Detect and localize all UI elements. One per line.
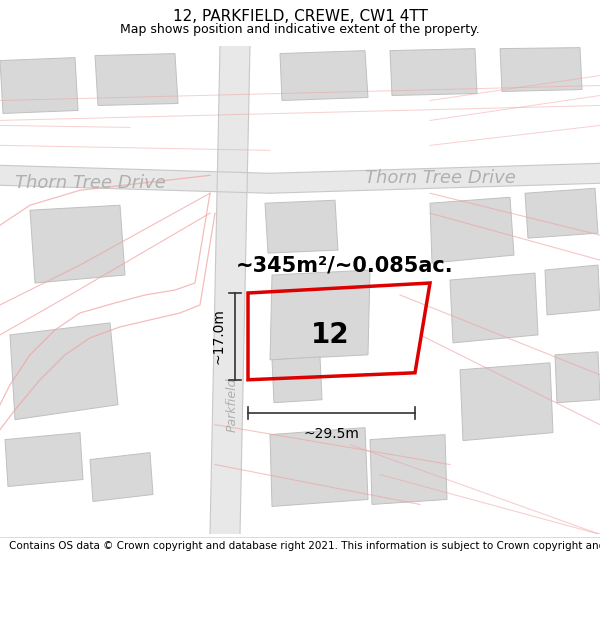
- Polygon shape: [0, 166, 270, 193]
- Polygon shape: [555, 352, 600, 402]
- Text: Thorn Tree Drive: Thorn Tree Drive: [365, 169, 515, 187]
- Polygon shape: [272, 357, 322, 402]
- Polygon shape: [500, 48, 582, 91]
- Text: ~29.5m: ~29.5m: [304, 427, 359, 441]
- Polygon shape: [265, 200, 338, 253]
- Polygon shape: [90, 452, 153, 501]
- Polygon shape: [390, 49, 477, 96]
- Text: Contains OS data © Crown copyright and database right 2021. This information is : Contains OS data © Crown copyright and d…: [9, 541, 600, 551]
- Polygon shape: [270, 163, 600, 193]
- Text: Thorn Tree Drive: Thorn Tree Drive: [14, 174, 166, 192]
- Text: Parkfield: Parkfield: [226, 378, 239, 432]
- Polygon shape: [280, 51, 368, 101]
- Polygon shape: [450, 273, 538, 343]
- Text: 12, PARKFIELD, CREWE, CW1 4TT: 12, PARKFIELD, CREWE, CW1 4TT: [173, 9, 427, 24]
- Polygon shape: [270, 270, 370, 360]
- Polygon shape: [270, 428, 368, 506]
- Polygon shape: [5, 432, 83, 486]
- Polygon shape: [430, 198, 514, 263]
- Polygon shape: [30, 205, 125, 283]
- Text: ~345m²/~0.085ac.: ~345m²/~0.085ac.: [236, 255, 454, 275]
- Polygon shape: [525, 188, 598, 238]
- Polygon shape: [0, 58, 78, 114]
- Text: ~17.0m: ~17.0m: [211, 309, 225, 364]
- Polygon shape: [460, 363, 553, 441]
- Polygon shape: [210, 46, 250, 534]
- Polygon shape: [545, 265, 600, 315]
- Polygon shape: [95, 54, 178, 106]
- Polygon shape: [370, 434, 447, 504]
- Polygon shape: [10, 323, 118, 419]
- Text: Map shows position and indicative extent of the property.: Map shows position and indicative extent…: [120, 22, 480, 36]
- Text: 12: 12: [311, 321, 349, 349]
